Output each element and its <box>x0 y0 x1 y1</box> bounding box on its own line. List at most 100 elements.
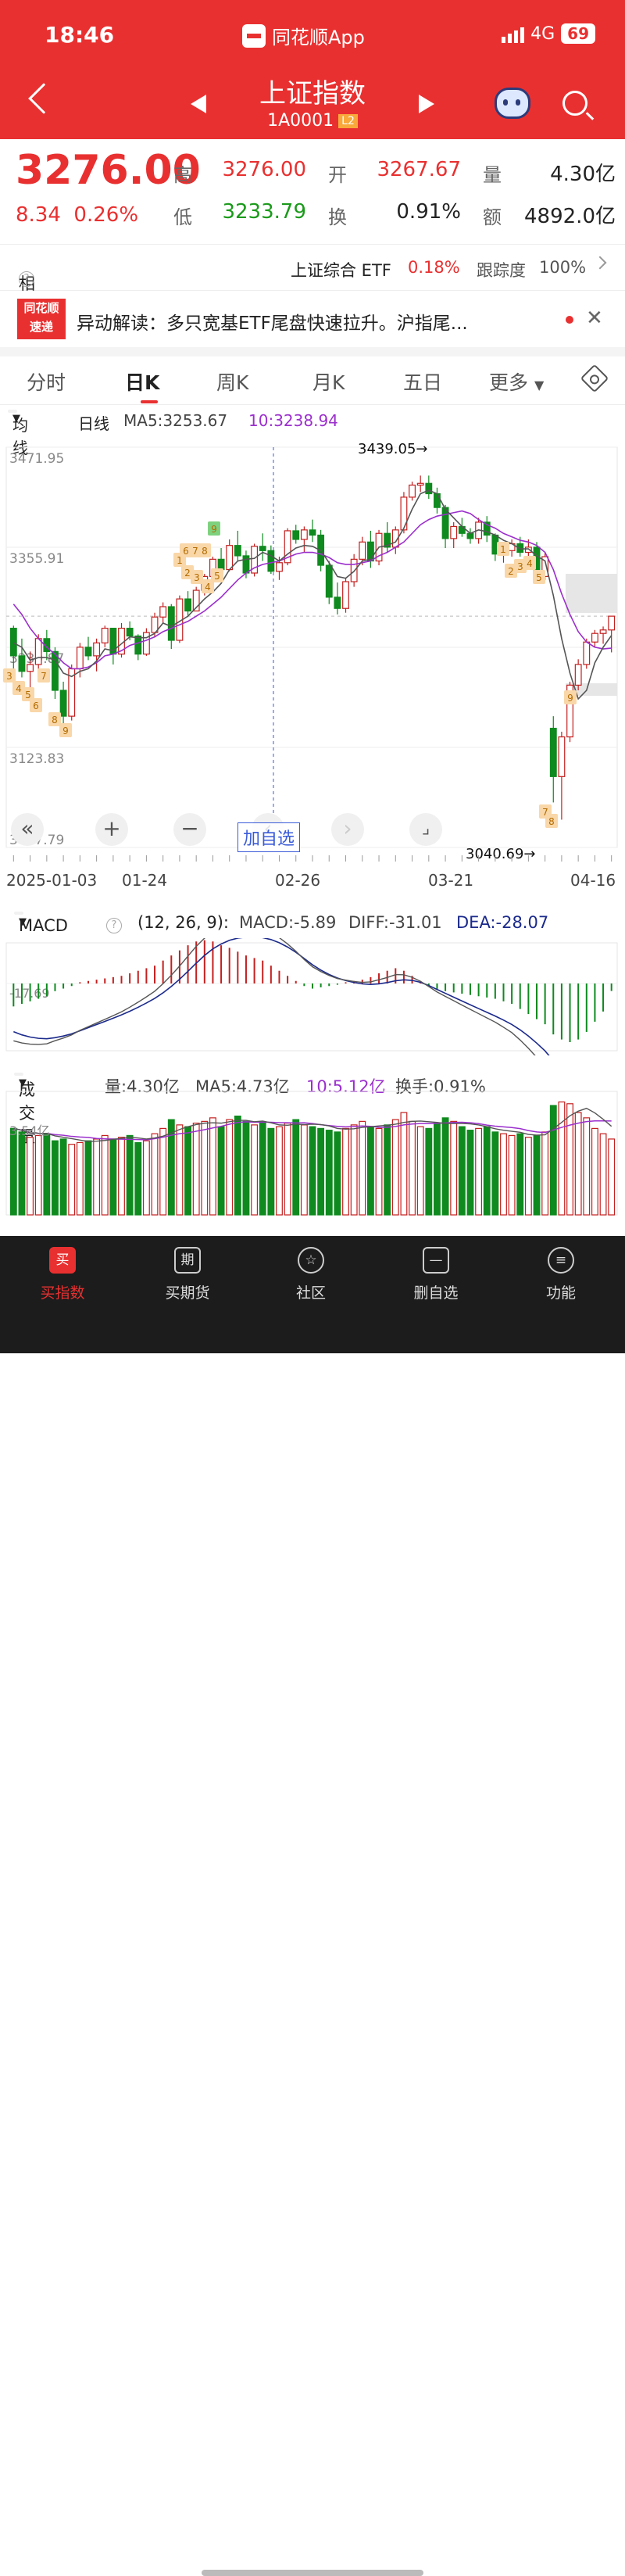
app-header: 18:46 同花顺App 4G 69 上证指数 1A0001 L2 <box>0 0 625 139</box>
chevron-right-icon <box>593 256 607 270</box>
kline-chart[interactable]: 3471.953355.913239.873123.833007.793439.… <box>0 433 625 868</box>
volume-bar <box>359 1120 366 1216</box>
scroll-right-icon[interactable]: › <box>331 813 364 846</box>
tab-more[interactable]: 更多 ▼ <box>489 367 544 396</box>
volume-ma10: 10:5.12亿 <box>306 1077 386 1096</box>
tab-five-day[interactable]: 五日 <box>403 371 443 394</box>
volume-bar <box>27 1137 34 1216</box>
volume-label: 量 <box>483 164 502 186</box>
etf-name: 上证综合 ETF <box>291 261 391 280</box>
candle-body <box>27 664 34 672</box>
td-count-marker: 9 <box>564 690 577 704</box>
date-tick: 03-21 <box>428 871 474 890</box>
macd-selector[interactable]: MACD ▼ <box>14 912 68 935</box>
td-count-label: 6 <box>33 700 39 711</box>
volume-bar <box>292 1119 300 1216</box>
volume-bar <box>317 1127 325 1216</box>
td-count-marker: 6 <box>30 698 42 712</box>
status-time: 18:46 <box>45 22 115 48</box>
volume-value: 4.30亿 <box>550 163 616 186</box>
news-banner[interactable]: 同花顺 速递 异动解读：多只宽基ETF尾盘快速拉升。沪指尾... ✕ <box>0 292 625 347</box>
current-price: 3276.00 <box>16 147 201 194</box>
td-count-label: 4 <box>16 683 22 694</box>
tab-remove-watchlist[interactable]: — 删自选 <box>397 1247 475 1302</box>
candle-body <box>434 493 441 508</box>
td-count-box <box>211 568 223 582</box>
turnover-value: 0.91% <box>396 200 461 224</box>
low-annotation: 3040.69→ <box>466 846 536 862</box>
high-label: 高 <box>173 164 192 186</box>
td-count-box <box>202 579 214 593</box>
candle-body <box>93 642 101 657</box>
td-count-marker: 5 <box>211 568 223 582</box>
td-count-label: 9 <box>211 524 217 535</box>
volume-chart[interactable]: 3.54亿 <box>0 1087 625 1220</box>
volume-ma5-line <box>13 1107 612 1142</box>
search-icon[interactable] <box>562 91 588 116</box>
candle-body <box>309 529 316 536</box>
candle-body <box>450 525 458 539</box>
collapse-left-icon[interactable]: « <box>11 813 44 846</box>
page-title: 上证指数 <box>259 78 366 109</box>
close-icon[interactable]: ✕ <box>586 306 603 330</box>
td-count-label: 5 <box>214 571 220 582</box>
robot-assistant-icon[interactable] <box>495 88 530 119</box>
etf-percent: 0.18% <box>408 258 460 277</box>
tab-intraday[interactable]: 分时 <box>27 371 66 394</box>
low-label: 低 <box>173 206 192 228</box>
add-watchlist-button[interactable]: 加自选 <box>238 822 301 852</box>
volume-bar <box>574 1112 582 1216</box>
tab-daily-k[interactable]: 日K <box>125 367 159 403</box>
help-icon[interactable]: ? <box>19 271 34 287</box>
zoom-out-icon[interactable]: − <box>173 813 206 846</box>
tab-community[interactable]: ☆ 社区 <box>272 1247 350 1302</box>
previous-stock-icon[interactable] <box>191 95 206 113</box>
volume-bar <box>450 1120 458 1216</box>
caret-down-icon: ▼ <box>19 1077 27 1089</box>
candle-body <box>292 530 300 540</box>
td-count-box <box>497 542 509 556</box>
volume-bar <box>234 1115 241 1216</box>
volume-bar <box>591 1127 598 1216</box>
tab-more-label: 更多 <box>489 371 529 394</box>
fullscreen-icon[interactable]: ⌟ <box>409 813 442 846</box>
volume-selector[interactable]: 成交量 ▼ <box>14 1073 35 1146</box>
macd-chart[interactable]: -17.69 <box>0 938 625 1055</box>
candle-body <box>342 581 349 609</box>
chart-settings-icon[interactable] <box>580 364 609 393</box>
zoom-in-icon[interactable]: + <box>95 813 128 846</box>
volume-bar <box>300 1124 308 1216</box>
tab-monthly-k[interactable]: 月K <box>312 371 345 394</box>
ma5-value: MA5:3253.67 <box>123 411 228 430</box>
tab-buy-index[interactable]: 买 买指数 <box>23 1247 102 1302</box>
volume-bar <box>466 1130 474 1216</box>
candle-body <box>583 641 591 665</box>
tab-weekly-k[interactable]: 周K <box>216 371 249 394</box>
status-indicators: 4G 69 <box>502 23 595 44</box>
volume-bar <box>500 1133 507 1216</box>
candle-body <box>126 627 134 637</box>
td-count-marker: 3 <box>191 570 203 584</box>
volume-bar <box>409 1120 416 1216</box>
td-count-marker: 4 <box>523 556 536 570</box>
related-etf-row[interactable]: 相关 ETF ? 上证综合 ETF 0.18% 跟踪度 100% <box>0 244 625 337</box>
candle-body <box>409 484 416 498</box>
community-star-icon: ☆ <box>298 1247 324 1274</box>
volume-bar <box>151 1133 159 1216</box>
td-count-label: 7 <box>41 671 47 682</box>
tab-buy-futures[interactable]: 期 买期货 <box>148 1247 227 1302</box>
volume-bar <box>43 1133 51 1216</box>
news-text: 异动解读：多只宽基ETF尾盘快速拉升。沪指尾... <box>77 313 468 334</box>
volume-bar <box>441 1117 449 1216</box>
next-stock-icon[interactable] <box>419 95 434 113</box>
indicator-selector[interactable]: 均线 ▼ <box>8 410 28 457</box>
candle-body <box>549 727 557 777</box>
td-count-label: 4 <box>205 582 211 593</box>
candle-body <box>516 543 524 554</box>
tab-functions[interactable]: ≡ 功能 <box>522 1247 600 1302</box>
td-count-marker: 9 <box>59 723 72 737</box>
volume-bar <box>508 1134 516 1216</box>
caret-down-icon: ▼ <box>19 916 27 928</box>
volume-bar <box>134 1141 142 1216</box>
ma10-line <box>12 510 612 670</box>
